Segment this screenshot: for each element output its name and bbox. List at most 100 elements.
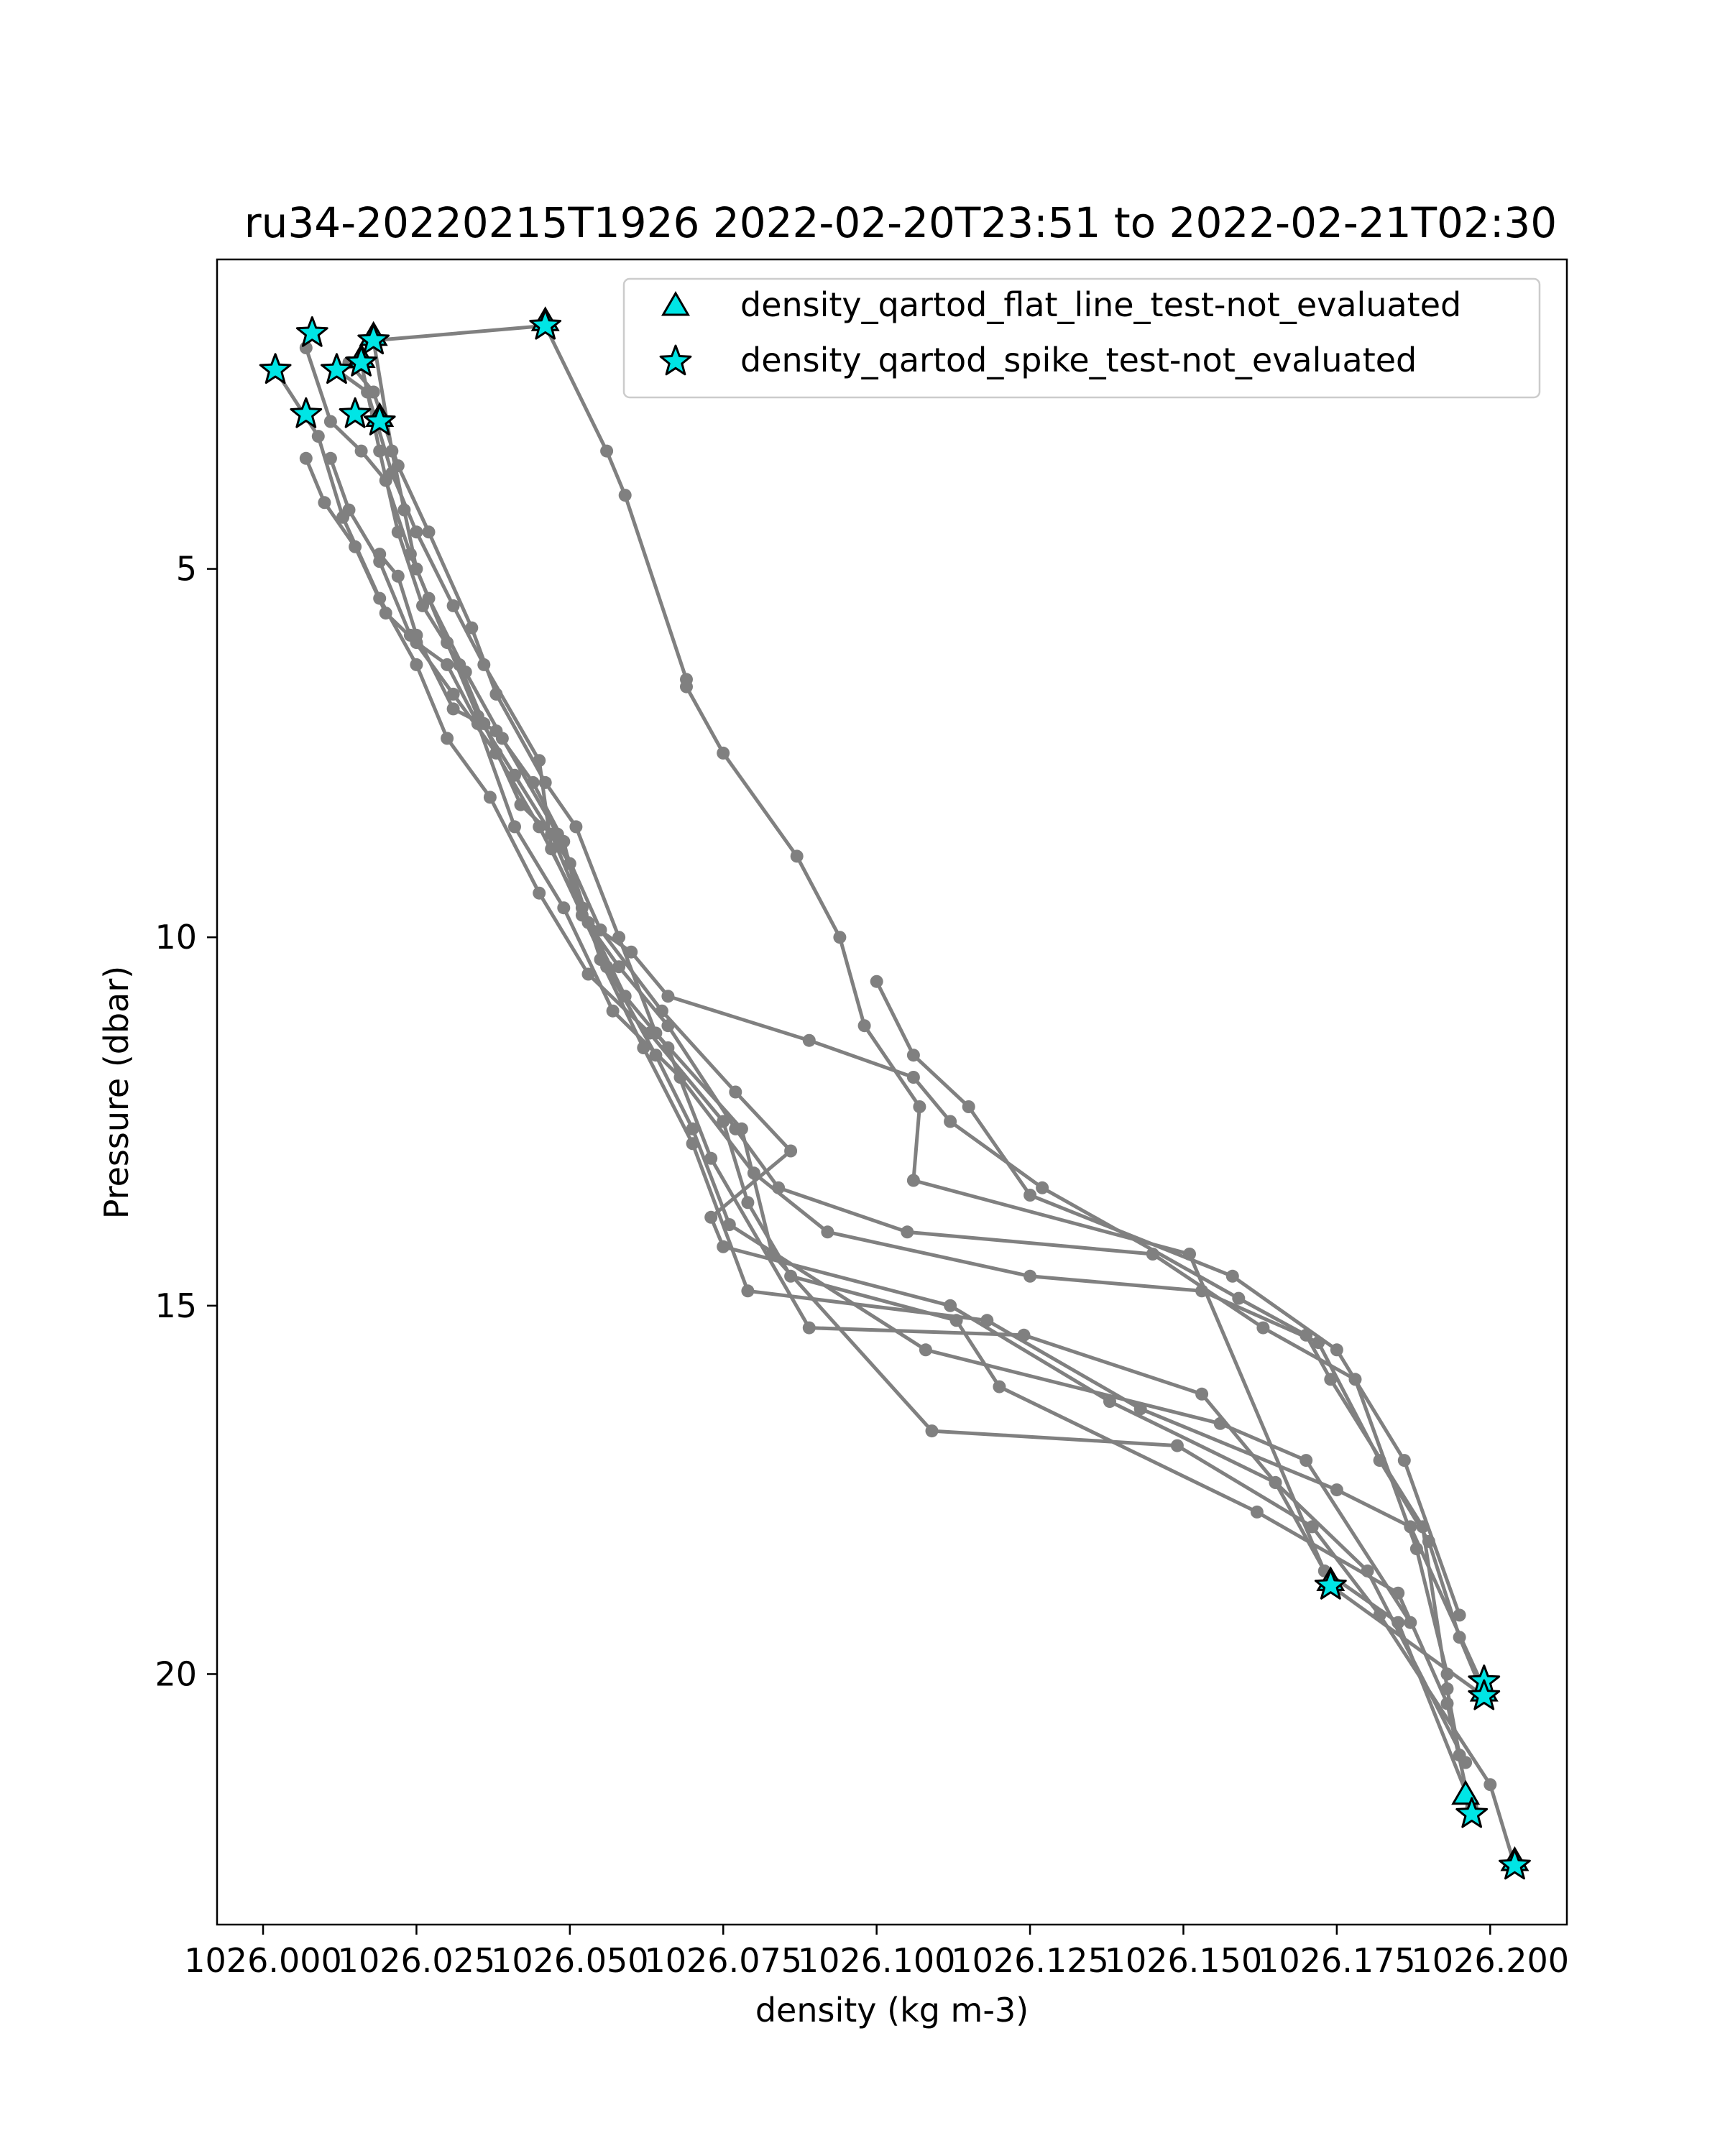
data-point <box>618 489 632 502</box>
data-point <box>1017 1328 1031 1342</box>
data-point <box>673 1071 687 1084</box>
data-point <box>1036 1181 1049 1194</box>
data-point <box>1453 1631 1466 1644</box>
data-point <box>489 746 503 760</box>
plot-area <box>259 306 1531 1880</box>
plot-frame <box>216 258 1568 1926</box>
data-point <box>373 548 387 561</box>
data-point <box>680 680 693 694</box>
data-point <box>993 1380 1006 1393</box>
y-tick-label: 10 <box>155 918 197 957</box>
data-point <box>575 908 589 922</box>
data-point <box>1453 1608 1466 1622</box>
data-point <box>557 834 571 848</box>
star-marker <box>1455 1797 1489 1828</box>
data-point <box>526 775 540 789</box>
star-marker <box>363 405 396 436</box>
data-point <box>1232 1291 1246 1305</box>
star-marker <box>1468 1679 1501 1710</box>
data-point <box>422 525 436 539</box>
star-marker <box>290 397 323 428</box>
profile-line <box>304 457 1486 1697</box>
data-point <box>410 628 423 642</box>
data-point <box>1440 1682 1454 1695</box>
data-point <box>925 1424 939 1438</box>
data-point <box>379 607 392 620</box>
data-point <box>790 849 804 863</box>
data-point <box>944 1299 957 1312</box>
y-tick-label: 15 <box>155 1286 197 1325</box>
data-point <box>704 1210 718 1224</box>
legend-star-icon <box>659 344 692 376</box>
legend-label-spike: density_qartod_spike_test-not_evaluated <box>740 341 1417 379</box>
chart-title: ru34-20220215T1926 2022-02-20T23:51 to 2… <box>244 198 1557 247</box>
data-point <box>600 444 614 458</box>
legend-triangle-icon <box>661 291 691 316</box>
data-point <box>1409 1542 1423 1556</box>
y-axis: 5 10 15 20 <box>155 550 217 1693</box>
data-point <box>1453 1749 1466 1762</box>
data-point <box>980 1314 994 1327</box>
data-point <box>741 1196 755 1210</box>
data-point <box>1361 1564 1374 1577</box>
data-point <box>318 496 331 510</box>
data-point <box>1330 1483 1343 1497</box>
data-point <box>569 820 583 834</box>
data-point <box>410 525 423 539</box>
y-tick-label: 20 <box>155 1654 197 1693</box>
data-point <box>1146 1248 1159 1261</box>
data-point <box>1024 1269 1037 1283</box>
data-point <box>1484 1778 1497 1792</box>
star-marker <box>1314 1568 1347 1600</box>
data-point <box>459 665 472 679</box>
data-point <box>906 1071 920 1084</box>
x-tick-label: 1026.100 <box>798 1941 956 1980</box>
star-marker <box>339 397 372 428</box>
data-point <box>704 1151 718 1165</box>
y-tick-label: 5 <box>176 550 197 589</box>
data-point <box>612 960 626 974</box>
data-point <box>784 1144 798 1158</box>
data-point <box>833 931 847 944</box>
data-point <box>1170 1439 1184 1452</box>
data-point <box>410 658 423 671</box>
data-point <box>606 1004 620 1018</box>
data-point <box>729 1085 742 1099</box>
data-point <box>772 1181 786 1194</box>
data-point <box>870 975 883 988</box>
data-point <box>919 1343 932 1357</box>
data-point <box>944 1115 957 1128</box>
data-point <box>446 599 460 612</box>
data-point <box>913 1100 926 1113</box>
profile-series <box>299 451 1491 1703</box>
data-point <box>857 1019 871 1033</box>
data-point <box>581 967 595 981</box>
data-point <box>489 687 503 701</box>
data-point <box>391 459 405 473</box>
data-point <box>1250 1505 1264 1519</box>
data-point <box>1348 1373 1362 1386</box>
data-point <box>1373 1608 1386 1622</box>
data-point <box>1269 1475 1282 1489</box>
data-point <box>600 960 614 974</box>
data-point <box>311 430 325 443</box>
data-point <box>649 1026 663 1040</box>
x-tick-label: 1026.175 <box>1258 1941 1416 1980</box>
data-point <box>446 687 460 701</box>
legend-label-flat-line: density_qartod_flat_line_test-not_evalua… <box>740 285 1461 324</box>
profile-line <box>378 553 1449 1674</box>
data-point <box>802 1033 816 1047</box>
x-tick-label: 1026.200 <box>1412 1941 1570 1980</box>
data-point <box>747 1166 760 1180</box>
profile-series <box>870 975 1466 1622</box>
x-tick-label: 1026.050 <box>491 1941 649 1980</box>
star-marker <box>259 353 292 384</box>
data-point <box>686 1122 699 1135</box>
data-point <box>391 569 405 583</box>
data-point <box>1305 1520 1319 1534</box>
data-point <box>441 732 454 745</box>
legend: density_qartod_flat_line_test-not_evalua… <box>622 277 1541 399</box>
x-axis-label: density (kg m-3) <box>755 1991 1029 2030</box>
data-point <box>717 1240 730 1253</box>
